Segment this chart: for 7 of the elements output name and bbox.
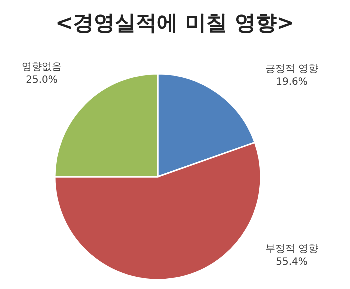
slice-label: 영향없음 xyxy=(22,62,62,73)
data-label: 55.4% xyxy=(276,257,308,268)
data-label: 19.6% xyxy=(276,77,308,88)
data-label: 25.0% xyxy=(26,75,58,86)
slice-label: 부정적 영향 xyxy=(265,244,319,255)
chart-title: <경영실적에 미칠 영향> xyxy=(56,11,294,35)
slice-label: 긍정적 영향 xyxy=(265,64,319,75)
